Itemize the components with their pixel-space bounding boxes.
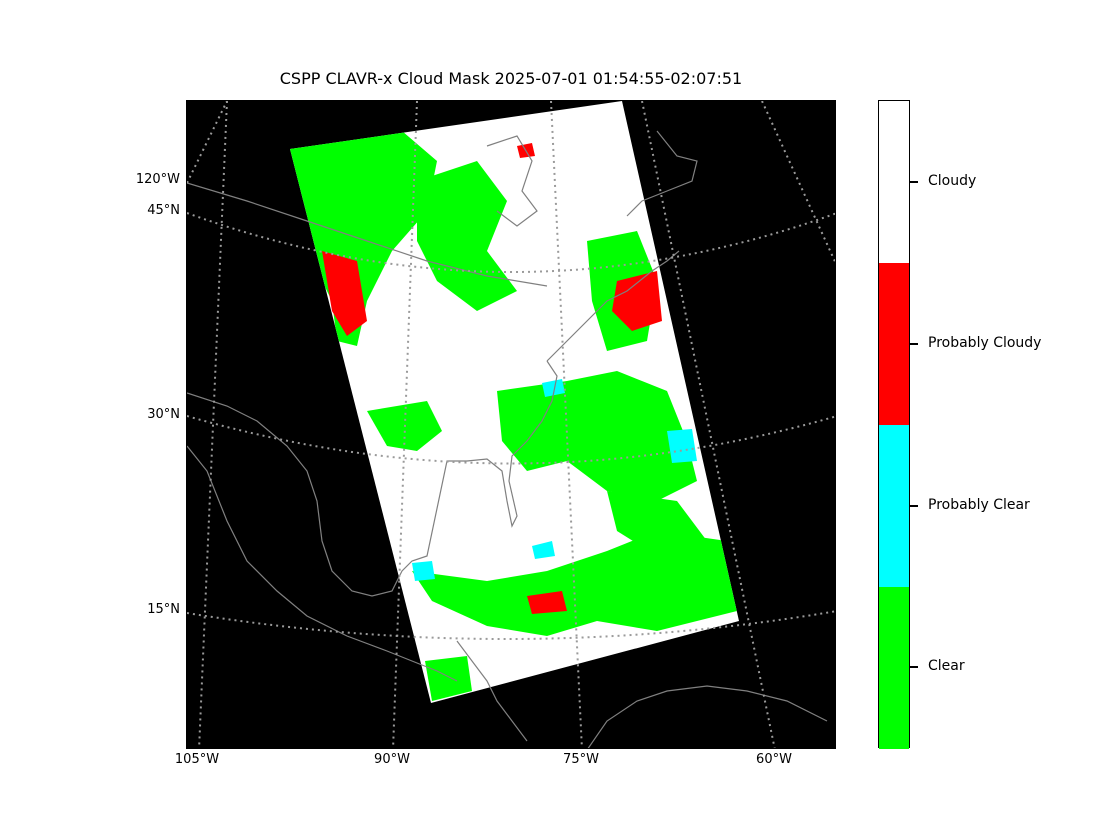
colorbar-tick-cloudy — [910, 181, 918, 183]
lon-label-105w: 105°W — [174, 752, 220, 767]
coastline-gulf — [187, 360, 558, 597]
meridian-east — [761, 101, 835, 265]
cloud-mask-regions — [290, 131, 737, 701]
coastline-mexico-pacific — [187, 445, 458, 682]
colorbar-label-clear: Clear — [928, 658, 965, 674]
colorbar-tick-probably-cloudy — [910, 343, 918, 345]
colorbar-tick-clear — [910, 666, 918, 668]
lon-label-75w: 75°W — [563, 752, 599, 767]
lat-label-45n: 45°N — [147, 203, 180, 218]
lon-label-120w: 120°W — [135, 172, 180, 187]
probably-cloudy-region-gulf — [527, 591, 567, 614]
colorbar-tick-probably-clear — [910, 505, 918, 507]
clear-region-central — [497, 371, 697, 501]
meridian-105w — [198, 101, 228, 748]
cloud-mask-map — [186, 100, 836, 749]
coastlines — [187, 130, 828, 748]
clear-region-central-america — [425, 656, 472, 701]
lat-label-15n: 15°N — [147, 602, 180, 617]
probably-cloudy-region-northeast — [612, 271, 662, 331]
coastline-great-lakes — [486, 135, 538, 227]
coastline-canada-east — [626, 130, 698, 217]
lon-label-90w: 90°W — [374, 752, 410, 767]
colorbar-segment-cloudy — [879, 101, 909, 263]
parallel-45n — [187, 212, 835, 273]
probably-clear-region-southeast — [667, 429, 697, 463]
probably-clear-region-caribbean — [532, 541, 555, 559]
probably-cloudy-region-northwest — [322, 251, 367, 336]
meridian-90w — [392, 101, 418, 748]
clear-region-northwest — [290, 131, 437, 346]
meridian-75w — [550, 101, 583, 748]
meridian-60w — [641, 101, 776, 748]
meridian-120w — [187, 101, 228, 184]
colorbar-segment-clear — [879, 587, 909, 749]
clear-region-south-atlantic — [607, 491, 707, 556]
probably-clear-region-gulf — [412, 561, 435, 581]
graticule — [187, 101, 835, 748]
parallel-30n — [187, 415, 835, 465]
map-canvas — [187, 101, 835, 748]
colorbar-segment-probably-clear — [879, 425, 909, 587]
lon-label-60w: 60°W — [756, 752, 792, 767]
border-us-canada — [187, 182, 548, 287]
clear-region-gulf-caribbean — [412, 531, 737, 636]
coastline-east-us — [546, 250, 680, 362]
colorbar-label-probably-clear: Probably Clear — [928, 497, 1030, 513]
coastline-south-america — [587, 685, 828, 748]
colorbar-label-cloudy: Cloudy — [928, 173, 977, 189]
colorbar — [878, 100, 910, 749]
probably-clear-region-central — [542, 379, 565, 397]
colorbar-segment-probably-cloudy — [879, 263, 909, 425]
map-title: CSPP CLAVR-x Cloud Mask 2025-07-01 01:54… — [279, 69, 743, 88]
coastline-central-america — [456, 640, 528, 742]
colorbar-label-probably-cloudy: Probably Cloudy — [928, 335, 1042, 351]
clear-region-north-center — [417, 161, 517, 311]
lat-label-30n: 30°N — [147, 407, 180, 422]
